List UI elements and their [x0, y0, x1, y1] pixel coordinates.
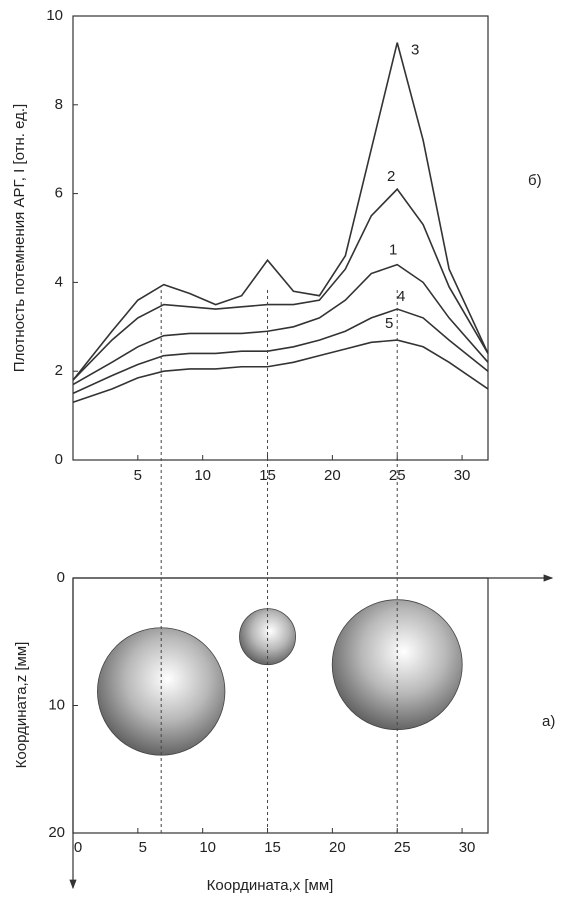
series-label: 5: [385, 315, 393, 332]
series-label: 1: [389, 242, 397, 259]
x-tick-label: 15: [259, 467, 276, 484]
y-tick-label: 2: [55, 362, 63, 379]
x-tick-label: 20: [324, 467, 341, 484]
x-tick-label: 20: [329, 839, 346, 856]
x-tick-label: 0: [74, 839, 82, 856]
panel-label: а): [542, 713, 555, 730]
x-tick-label: 10: [199, 839, 216, 856]
series-line: [72, 42, 489, 381]
x-tick-label: 25: [394, 839, 411, 856]
x-tick-label: 25: [389, 467, 406, 484]
series-label: 2: [387, 168, 395, 185]
x-tick-label: 10: [194, 467, 211, 484]
y-tick-label: 0: [55, 451, 63, 468]
bottom-y-label: Координата,z [мм]: [13, 642, 30, 769]
y-tick-label: 6: [55, 185, 63, 202]
x-tick-label: 30: [454, 467, 471, 484]
series-label: 3: [411, 42, 419, 59]
y-tick-label: 8: [55, 96, 63, 113]
series-line: [72, 308, 489, 395]
x-tick-label: 15: [264, 839, 281, 856]
y-tick-label: 10: [46, 7, 63, 24]
x-tick-label: 5: [134, 467, 142, 484]
x-tick-label: 30: [459, 839, 476, 856]
y-tick-label: 4: [55, 273, 63, 290]
top-frame: [72, 15, 489, 461]
series-line: [72, 339, 489, 404]
y-tick-label: 10: [48, 696, 65, 713]
y-tick-label: 20: [48, 824, 65, 841]
panel-label: б): [528, 172, 542, 189]
x-tick-label: 5: [139, 839, 147, 856]
series-line: [72, 263, 489, 386]
series-line: [72, 187, 489, 381]
bottom-x-label: Координата,x [мм]: [207, 877, 334, 894]
top-y-label: Плотность потемнения АРГ, I [отн. ед.]: [11, 104, 28, 372]
y-tick-label: 0: [57, 569, 65, 586]
series-label: 4: [397, 288, 405, 305]
